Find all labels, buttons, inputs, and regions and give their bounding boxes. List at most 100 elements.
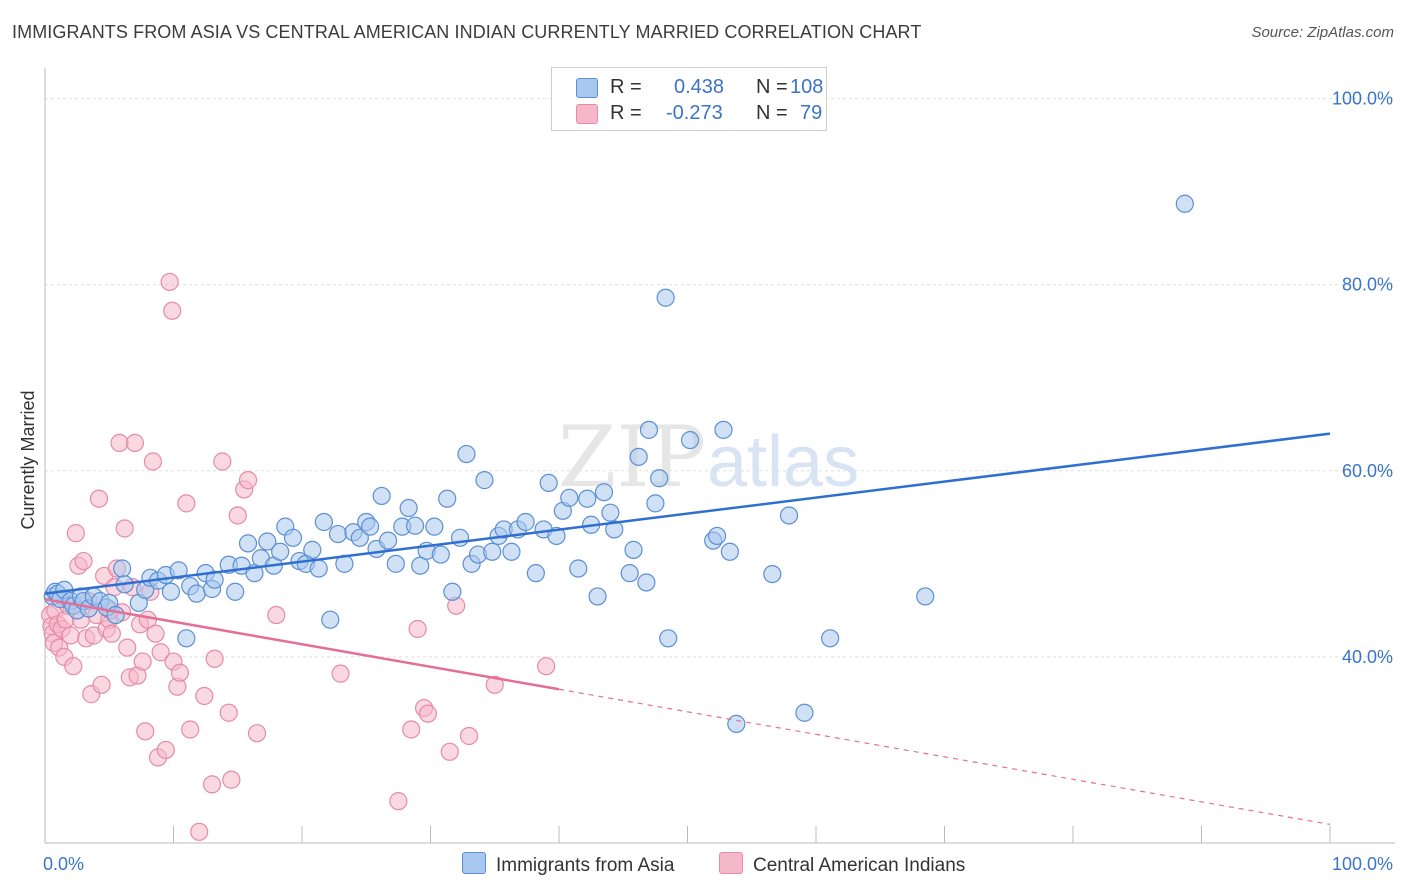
data-point-immigrants-from-asia [680,430,700,450]
data-point-immigrants-from-asia [314,512,333,532]
data-point-immigrants-from-asia [526,564,545,583]
data-point-immigrants-from-asia [283,528,303,547]
data-point-central-american-indians [118,638,137,657]
legend-r-value: -0.273 [666,102,723,124]
data-point-central-american-indians [156,740,175,760]
legend-r-label: R = [610,102,642,124]
data-point-central-american-indians [181,720,200,739]
data-point-immigrants-from-asia [238,534,258,553]
y-tick-label: 80.0% [1342,275,1393,295]
data-point-immigrants-from-asia [650,469,669,488]
data-point-immigrants-from-asia [303,540,322,559]
data-point-central-american-indians [177,494,196,513]
bottom-legend-swatch-blue [462,852,486,874]
data-point-immigrants-from-asia [361,517,380,536]
data-point-central-american-indians [61,626,80,645]
axes-layer [44,68,1395,844]
data-point-immigrants-from-asia [483,542,502,561]
trend-line-central-american-dashed [558,688,1331,825]
data-point-central-american-indians [146,624,165,643]
data-point-immigrants-from-asia [578,489,597,508]
bottom-legend-label: Immigrants from Asia [496,855,675,876]
data-point-central-american-indians [202,775,222,794]
data-point-central-american-indians [195,686,214,706]
data-point-central-american-indians [459,726,479,746]
data-point-immigrants-from-asia [639,420,659,439]
legend-r-value: 0.438 [674,76,725,98]
data-point-immigrants-from-asia [169,561,188,580]
grid-layer [45,98,1395,658]
data-point-immigrants-from-asia [1175,194,1194,213]
data-point-immigrants-from-asia [226,582,245,601]
legend-n-label: N = [756,76,788,98]
data-point-central-american-indians [102,624,121,643]
data-point-immigrants-from-asia [187,584,206,603]
data-point-immigrants-from-asia [594,483,614,502]
y-tick-label: 40.0% [1342,647,1393,667]
data-point-immigrants-from-asia [659,629,678,648]
data-point-central-american-indians [92,675,111,694]
data-point-immigrants-from-asia [386,554,405,573]
data-point-central-american-indians [143,452,163,471]
data-point-immigrants-from-asia [405,516,425,535]
data-point-immigrants-from-asia [372,486,391,506]
data-point-immigrants-from-asia [443,582,462,601]
data-point-central-american-indians [389,792,408,811]
data-point-central-american-indians [163,301,182,320]
data-point-immigrants-from-asia [624,540,643,559]
data-point-immigrants-from-asia [438,489,457,508]
data-point-immigrants-from-asia [271,542,290,561]
data-point-immigrants-from-asia [539,473,558,493]
data-point-central-american-indians [402,720,421,739]
data-point-central-american-indians [267,605,286,625]
data-point-immigrants-from-asia [629,447,648,466]
data-point-central-american-indians [238,471,258,490]
data-point-central-american-indians [205,649,224,668]
data-point-central-american-indians [125,433,145,452]
data-point-immigrants-from-asia [569,559,588,578]
data-point-immigrants-from-asia [112,559,132,578]
y-tick-label: 60.0% [1342,461,1393,481]
data-point-central-american-indians [418,704,438,723]
tick-labels: 40.0% 60.0% 80.0% 100.0% 0.0% 100.0% Currently… [18,89,1393,874]
data-point-immigrants-from-asia [588,587,607,606]
trend-line-central-american [44,597,560,691]
data-point-central-american-indians [537,657,556,676]
data-point-central-american-indians [66,524,85,543]
data-point-immigrants-from-asia [457,444,476,464]
legend-n-label: N = [756,102,788,124]
data-point-central-american-indians [190,822,209,841]
data-point-central-american-indians [170,663,190,682]
x-tick-label: 0.0% [43,854,84,874]
data-point-central-american-indians [74,551,93,571]
data-point-immigrants-from-asia [425,517,444,536]
data-point-central-american-indians [228,506,247,525]
bottom-legend-swatch-pink [719,852,743,874]
legend-swatch-blue [576,78,598,98]
data-point-central-american-indians [331,664,350,683]
legend: R = 0.438 N = 108 R = -0.273 N = 79 [551,67,827,131]
data-point-immigrants-from-asia [205,570,224,589]
data-point-immigrants-from-asia [350,528,369,547]
data-point-central-american-indians [440,742,459,761]
data-point-immigrants-from-asia [605,520,624,539]
data-point-immigrants-from-asia [714,420,733,439]
data-point-central-american-indians [219,703,238,722]
data-point-immigrants-from-asia [328,524,348,544]
data-point-central-american-indians [485,675,504,694]
data-point-immigrants-from-asia [707,526,727,546]
trend-lines [44,432,1331,825]
data-point-immigrants-from-asia [431,545,450,564]
data-point-immigrants-from-asia [720,542,740,561]
data-point-immigrants-from-asia [177,629,196,648]
data-point-immigrants-from-asia [656,288,675,307]
data-point-immigrants-from-asia [795,703,814,722]
bottom-legend-label: Central American Indians [753,855,966,876]
data-point-immigrants-from-asia [727,714,746,733]
data-point-central-american-indians [247,724,267,743]
data-point-central-american-indians [222,770,241,789]
source-label: Source: ZipAtlas.com [1251,24,1394,41]
legend-n-value: 108 [790,76,824,98]
data-point-immigrants-from-asia [560,488,579,507]
data-point-immigrants-from-asia [637,573,656,592]
